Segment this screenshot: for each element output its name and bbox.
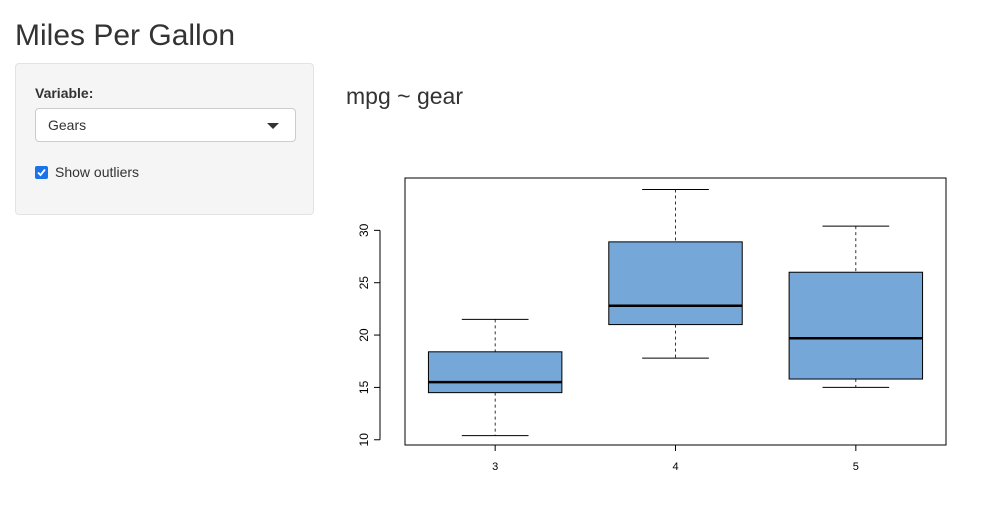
box-4 [608,241,743,326]
variable-select[interactable]: Gears [35,108,296,142]
checkmark-icon [37,168,46,177]
y-tick-label: 10 [357,433,371,447]
y-tick-label: 25 [357,276,371,290]
show-outliers-label: Show outliers [55,164,140,180]
x-tick-label: 4 [672,461,678,473]
plot-title: mpg ~ gear [346,83,463,109]
show-outliers-checkbox[interactable] [35,166,48,179]
y-tick-label: 30 [357,223,371,237]
app-title: Miles Per Gallon [15,19,236,52]
sidebar-panel: Variable: Gears Show outliers [15,63,314,215]
box-3 [427,351,563,394]
caret-down-icon [267,123,279,129]
x-tick-label: 3 [492,461,498,473]
y-tick-label: 15 [357,380,371,394]
x-tick-label: 5 [853,461,859,473]
variable-label: Variable: [35,85,94,101]
box-5 [788,271,924,380]
variable-select-value: Gears [48,117,87,133]
y-tick-label: 20 [357,328,371,342]
